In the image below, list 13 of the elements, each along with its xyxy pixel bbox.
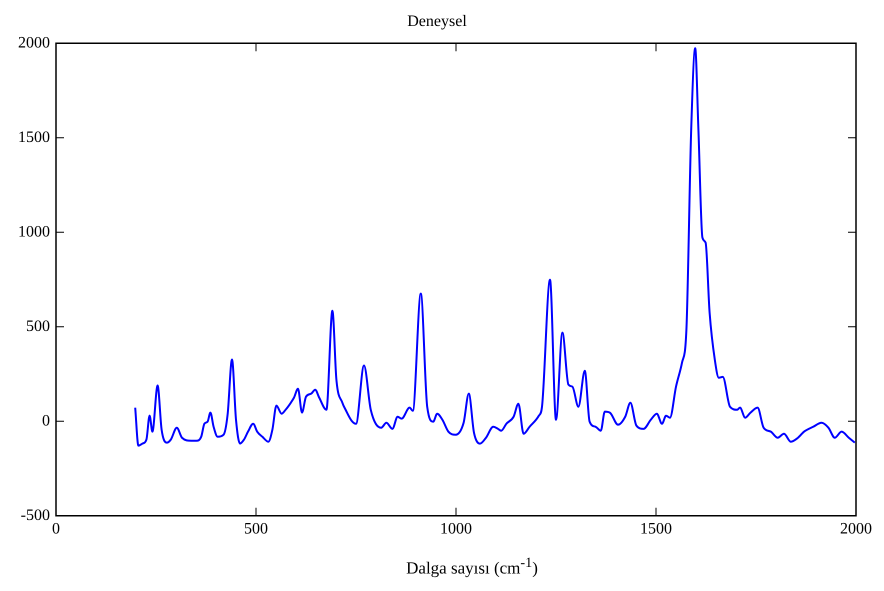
x-axis-title: Dalga sayısı (cm$^{-1}$) <box>405 555 539 579</box>
y-tick-label: 0 <box>42 412 50 430</box>
x-tick-label: 1500 <box>640 520 672 538</box>
y-tick-label: 2000 <box>18 34 50 52</box>
x-tick-label: 500 <box>244 520 268 538</box>
y-tick-label: 1000 <box>18 223 50 240</box>
chart-title: Deneysel <box>407 12 468 30</box>
line-series <box>134 47 856 447</box>
y-tick-label: 500 <box>26 318 50 335</box>
x-tick-label: 1000 <box>440 520 472 538</box>
y-tick-label: -500 <box>20 507 50 524</box>
y-tick-label: 1500 <box>18 128 50 146</box>
x-tick-label: 2000 <box>840 520 872 538</box>
